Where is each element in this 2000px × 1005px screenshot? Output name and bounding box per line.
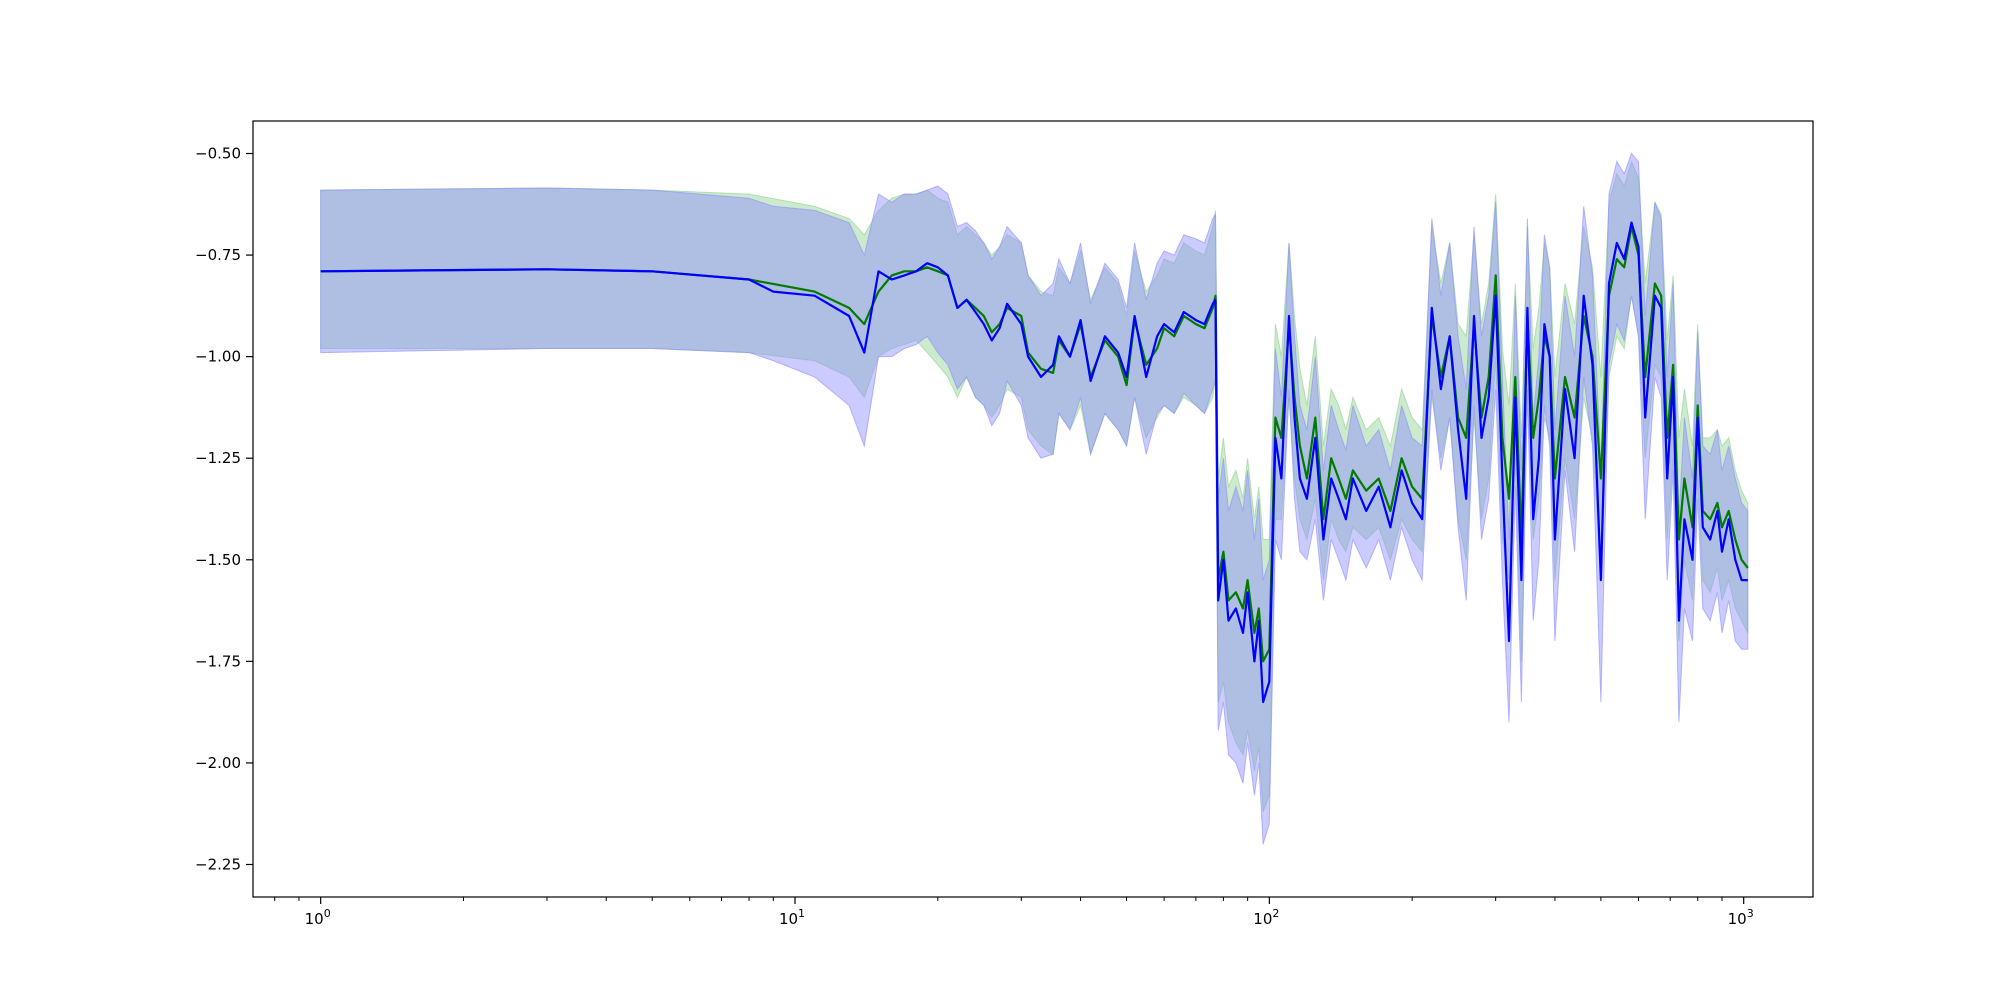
series-2-band <box>320 152 1749 845</box>
x-tick-label: 102 <box>1253 907 1279 928</box>
y-tick-label: −2.25 <box>195 855 241 873</box>
x-tick-label: 103 <box>1728 907 1754 928</box>
x-tick-label: 100 <box>305 907 331 928</box>
x-tick-label: 101 <box>779 907 805 928</box>
series-lines <box>320 221 1749 704</box>
y-tick-label: −1.75 <box>195 652 241 670</box>
y-tick-label: −1.50 <box>195 551 241 569</box>
y-tick-label: −1.00 <box>195 348 241 366</box>
confidence-bands <box>320 152 1749 845</box>
y-tick-label: −0.75 <box>195 246 241 264</box>
plot-frame <box>252 120 1814 898</box>
x-axis: 100 101 102 103 <box>274 897 1754 928</box>
y-tick-label: −2.00 <box>195 754 241 772</box>
series-2-line <box>320 221 1748 704</box>
y-axis: −0.50 −0.75 −1.00 −1.25 −1.50 −1.75 −2.00 −2.25 <box>195 145 253 873</box>
y-tick-label: −0.50 <box>195 145 241 163</box>
y-tick-label: −1.25 <box>195 449 241 467</box>
